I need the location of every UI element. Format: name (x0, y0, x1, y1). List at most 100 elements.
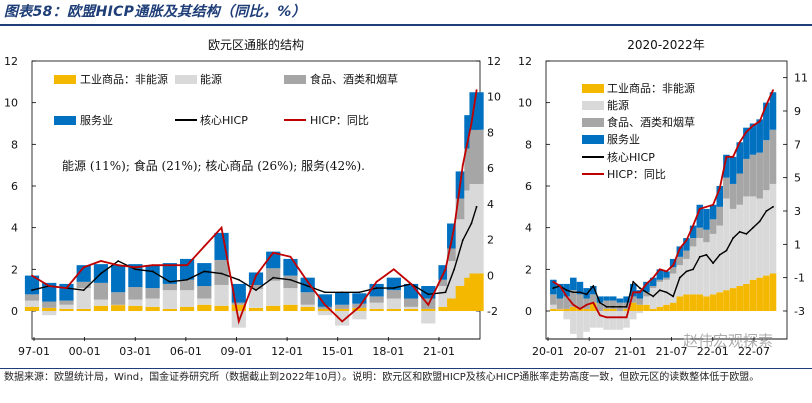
bar-food (59, 300, 74, 305)
y2-tick-label: 5 (794, 172, 801, 185)
point-hicp (732, 155, 734, 158)
y2-tick-label: 0 (487, 269, 494, 282)
bar-industrial (550, 308, 557, 311)
y2-tick-label: 8 (487, 126, 494, 139)
point-hicp (151, 264, 154, 267)
figure-title: 图表58：欧盟HICP通胀及其结构（同比，%） (4, 4, 306, 20)
point-hicp (470, 122, 473, 125)
bar-food (749, 154, 757, 197)
bar-services (643, 281, 650, 293)
point-hicp (712, 203, 714, 206)
bar-food (162, 283, 177, 291)
bar-food (317, 306, 333, 309)
bar-energy (683, 258, 690, 295)
y-tick-label: 12 (4, 55, 18, 68)
bar-energy (556, 308, 564, 310)
bar-services (696, 204, 704, 228)
left-axis-ticks: 0 2 4 6 8 10 12 -2 0 2 4 6 8 10 12 97-01 00-01 03-01 06-01… (4, 55, 501, 358)
bar-energy (403, 306, 419, 309)
y-tick-label: 8 (525, 138, 532, 151)
point-core-hicp (475, 205, 478, 208)
point-core-hicp (579, 291, 581, 294)
bar-energy (669, 273, 677, 303)
bar-industrial (248, 307, 264, 311)
bar-energy (736, 204, 743, 286)
bar-industrial (128, 305, 143, 311)
point-core-hicp (572, 291, 575, 294)
point-hicp (678, 247, 681, 250)
point-core-hicp (151, 270, 154, 273)
point-hicp (100, 260, 102, 262)
bar-energy (749, 196, 757, 280)
legend-swatch-food (582, 118, 604, 127)
bar-services (629, 283, 637, 297)
point-core-hicp (31, 289, 33, 292)
bar-industrial (649, 308, 657, 311)
point-core-hicp (772, 205, 774, 208)
x-tick-label: 06-01 (170, 345, 202, 358)
bar-industrial (583, 308, 590, 311)
bar-food (583, 298, 590, 309)
bar-services (769, 92, 777, 130)
point-core-hicp (632, 280, 635, 283)
bar-industrial (729, 288, 737, 311)
bar-industrial (266, 305, 281, 311)
bar-services (570, 277, 577, 291)
bar-energy (716, 225, 724, 293)
bar-energy (563, 311, 570, 320)
point-core-hicp (665, 291, 668, 294)
point-hicp (358, 305, 361, 308)
point-hicp (599, 314, 601, 317)
bar-food (335, 304, 350, 309)
point-core-hicp (738, 230, 741, 233)
bar-food (197, 286, 212, 299)
bar-food (716, 206, 724, 226)
point-hicp (559, 285, 561, 287)
bar-food (369, 296, 384, 303)
bar-food (214, 259, 229, 285)
point-hicp (705, 205, 708, 208)
bar-industrial (723, 290, 730, 311)
bar-industrial (93, 305, 109, 311)
point-core-hicp (461, 239, 464, 242)
bar-food (603, 300, 610, 309)
bar-food (563, 296, 570, 309)
y2-tick-label: 1 (794, 238, 801, 251)
bar-food (145, 288, 160, 299)
bar-services (145, 265, 160, 289)
footnote-divider (0, 368, 812, 369)
y-tick-label: 0 (525, 305, 532, 318)
bar-industrial (696, 294, 704, 311)
y-tick-label: 10 (518, 97, 532, 110)
bar-energy (729, 208, 737, 289)
bar-food (469, 129, 484, 184)
point-core-hicp (453, 268, 456, 271)
bar-industrial (656, 306, 664, 311)
right-axis-ticks: 0 2 4 6 8 10 12 -3 -1 1 3 5 7 9 11 20-01 20-07 21-01 21-07… (518, 55, 808, 358)
point-core-hicp (619, 305, 621, 308)
point-core-hicp (358, 291, 361, 294)
right-panel-title: 2020-2022年 (627, 38, 704, 52)
left-legend: 工业商品：非能源 能源 食品、酒类和烟草 服务业 核心HICP HICP：同比 (54, 72, 398, 127)
bar-energy (643, 296, 650, 305)
point-core-hicp (672, 295, 675, 298)
point-hicp (475, 89, 478, 92)
bar-food (576, 294, 584, 309)
bar-food (643, 292, 650, 297)
x-tick-label: 21-01 (423, 345, 455, 358)
bar-energy (583, 311, 590, 332)
bar-industrial (663, 304, 670, 311)
left-series (24, 89, 484, 328)
point-hicp (203, 245, 206, 248)
point-hicp (658, 268, 661, 271)
bar-industrial (214, 305, 229, 311)
bar-industrial (769, 273, 777, 311)
bar-food (438, 279, 453, 286)
bar-services (703, 208, 710, 230)
point-hicp (289, 255, 292, 258)
point-core-hicp (203, 270, 206, 273)
y-tick-label: 6 (525, 180, 532, 193)
legend-label-industrial: 工业商品：非能源 (607, 81, 695, 95)
point-core-hicp (658, 289, 661, 292)
line-core-hicp (553, 206, 774, 308)
